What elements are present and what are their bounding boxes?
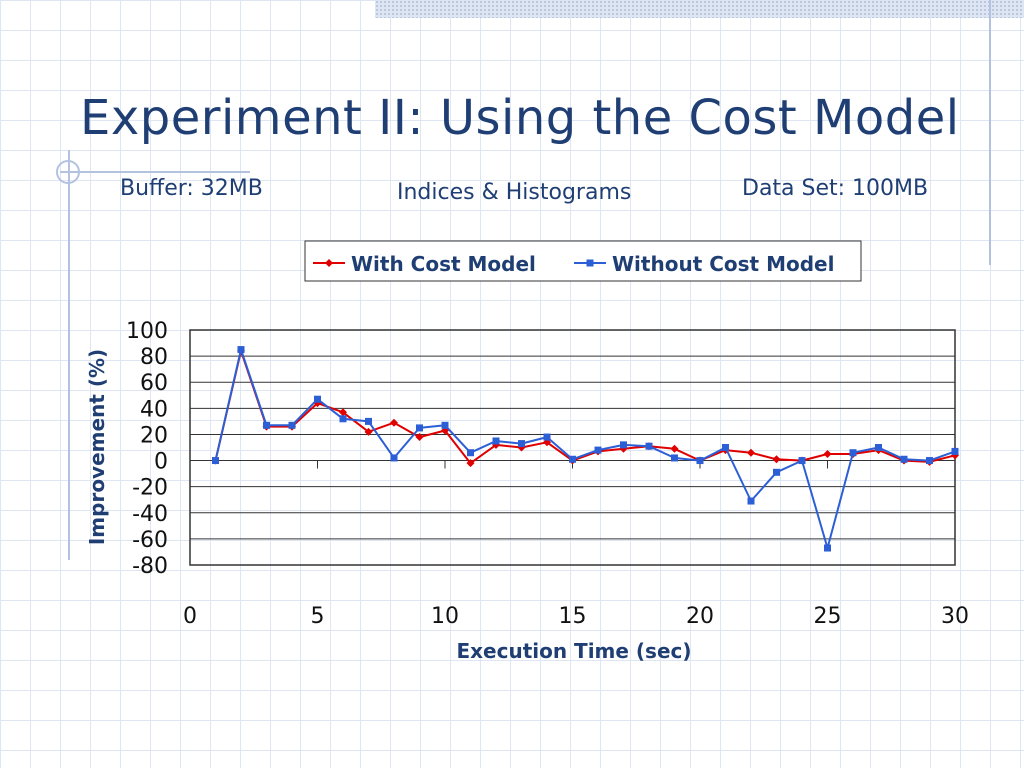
data-point-without-cost-model [390, 454, 398, 462]
y-tick-label: -80 [132, 554, 168, 579]
y-axis-title: Improvement (%) [85, 349, 109, 545]
series-line-without-cost-model [214, 348, 956, 549]
dataset-subtitle: Data Set: 100MB [742, 176, 929, 201]
decorative-ring [56, 160, 80, 184]
y-tick-label: -40 [132, 502, 168, 527]
x-tick-label: 5 [311, 604, 325, 629]
top-decorative-band [375, 0, 1024, 18]
data-point-without-cost-model [543, 433, 551, 441]
data-point-without-cost-model [467, 449, 474, 457]
y-tick-label: 40 [140, 397, 168, 422]
y-tick-label: 0 [154, 450, 168, 475]
data-point-without-cost-model [926, 457, 933, 465]
data-point-with-cost-model [466, 459, 475, 468]
data-point-without-cost-model [645, 442, 653, 450]
data-point-without-cost-model [441, 421, 449, 429]
data-point-without-cost-model [747, 497, 755, 505]
decorative-left-line [68, 150, 70, 560]
x-tick-label: 20 [686, 604, 714, 629]
data-point-without-cost-model [900, 455, 908, 463]
data-point-without-cost-model [314, 395, 321, 403]
legend-marker-without [586, 259, 594, 267]
data-point-with-cost-model [339, 408, 347, 417]
data-point-without-cost-model [212, 457, 219, 465]
x-tick-label: 0 [183, 604, 197, 629]
decorative-vertical-line [989, 0, 991, 265]
data-point-without-cost-model [696, 457, 704, 465]
data-point-without-cost-model [671, 454, 678, 462]
data-point-with-cost-model [772, 455, 781, 464]
data-point-without-cost-model [773, 468, 780, 476]
data-point-without-cost-model [492, 437, 500, 445]
chart-gridlines [190, 329, 955, 566]
chart-legend: With Cost Model Without Cost Model [304, 240, 862, 282]
x-tick-label: 25 [814, 604, 842, 629]
data-point-without-cost-model [569, 455, 576, 463]
data-point-with-cost-model [364, 427, 373, 436]
data-point-without-cost-model [875, 444, 882, 451]
legend-label-with: With Cost Model [351, 252, 536, 276]
data-point-without-cost-model [237, 346, 245, 354]
y-tick-label: 80 [140, 345, 168, 370]
data-point-without-cost-model [951, 447, 959, 455]
data-point-without-cost-model [722, 444, 729, 451]
decorative-horizontal-line [60, 171, 250, 173]
x-tick-label: 15 [559, 604, 587, 629]
x-tick-label: 30 [941, 604, 969, 629]
plot-area-frame [189, 329, 956, 566]
indices-subtitle: Indices & Histograms [397, 180, 632, 205]
data-point-without-cost-model [620, 441, 627, 449]
data-point-with-cost-model [390, 418, 398, 427]
data-point-without-cost-model [798, 457, 806, 465]
x-axis-title: Execution Time (sec) [456, 639, 691, 663]
buffer-subtitle: Buffer: 32MB [120, 176, 263, 201]
series-line-with-cost-model [214, 349, 956, 465]
data-point-without-cost-model [365, 417, 372, 425]
data-point-without-cost-model [824, 544, 831, 552]
data-point-without-cost-model [518, 440, 525, 448]
y-tick-label: 20 [140, 423, 168, 448]
data-point-without-cost-model [288, 421, 296, 429]
data-point-with-cost-model [415, 433, 424, 442]
data-point-without-cost-model [594, 446, 602, 454]
data-point-without-cost-model [339, 415, 347, 423]
data-point-without-cost-model [849, 449, 857, 457]
y-tick-label: 100 [126, 319, 168, 344]
legend-label-without: Without Cost Model [612, 252, 834, 276]
data-point-with-cost-model [747, 448, 755, 457]
data-point-with-cost-model [670, 444, 679, 453]
slide-title: Experiment II: Using the Cost Model [80, 90, 960, 146]
y-tick-label: 60 [140, 371, 168, 396]
data-point-with-cost-model [823, 450, 832, 459]
chart-series [211, 346, 959, 552]
legend-box [304, 240, 862, 282]
legend-marker-with [325, 259, 333, 267]
y-tick-label: -60 [132, 528, 168, 553]
y-tick-label: -20 [132, 476, 168, 501]
data-point-without-cost-model [263, 421, 270, 429]
data-point-without-cost-model [416, 424, 423, 432]
x-tick-label: 10 [431, 604, 459, 629]
